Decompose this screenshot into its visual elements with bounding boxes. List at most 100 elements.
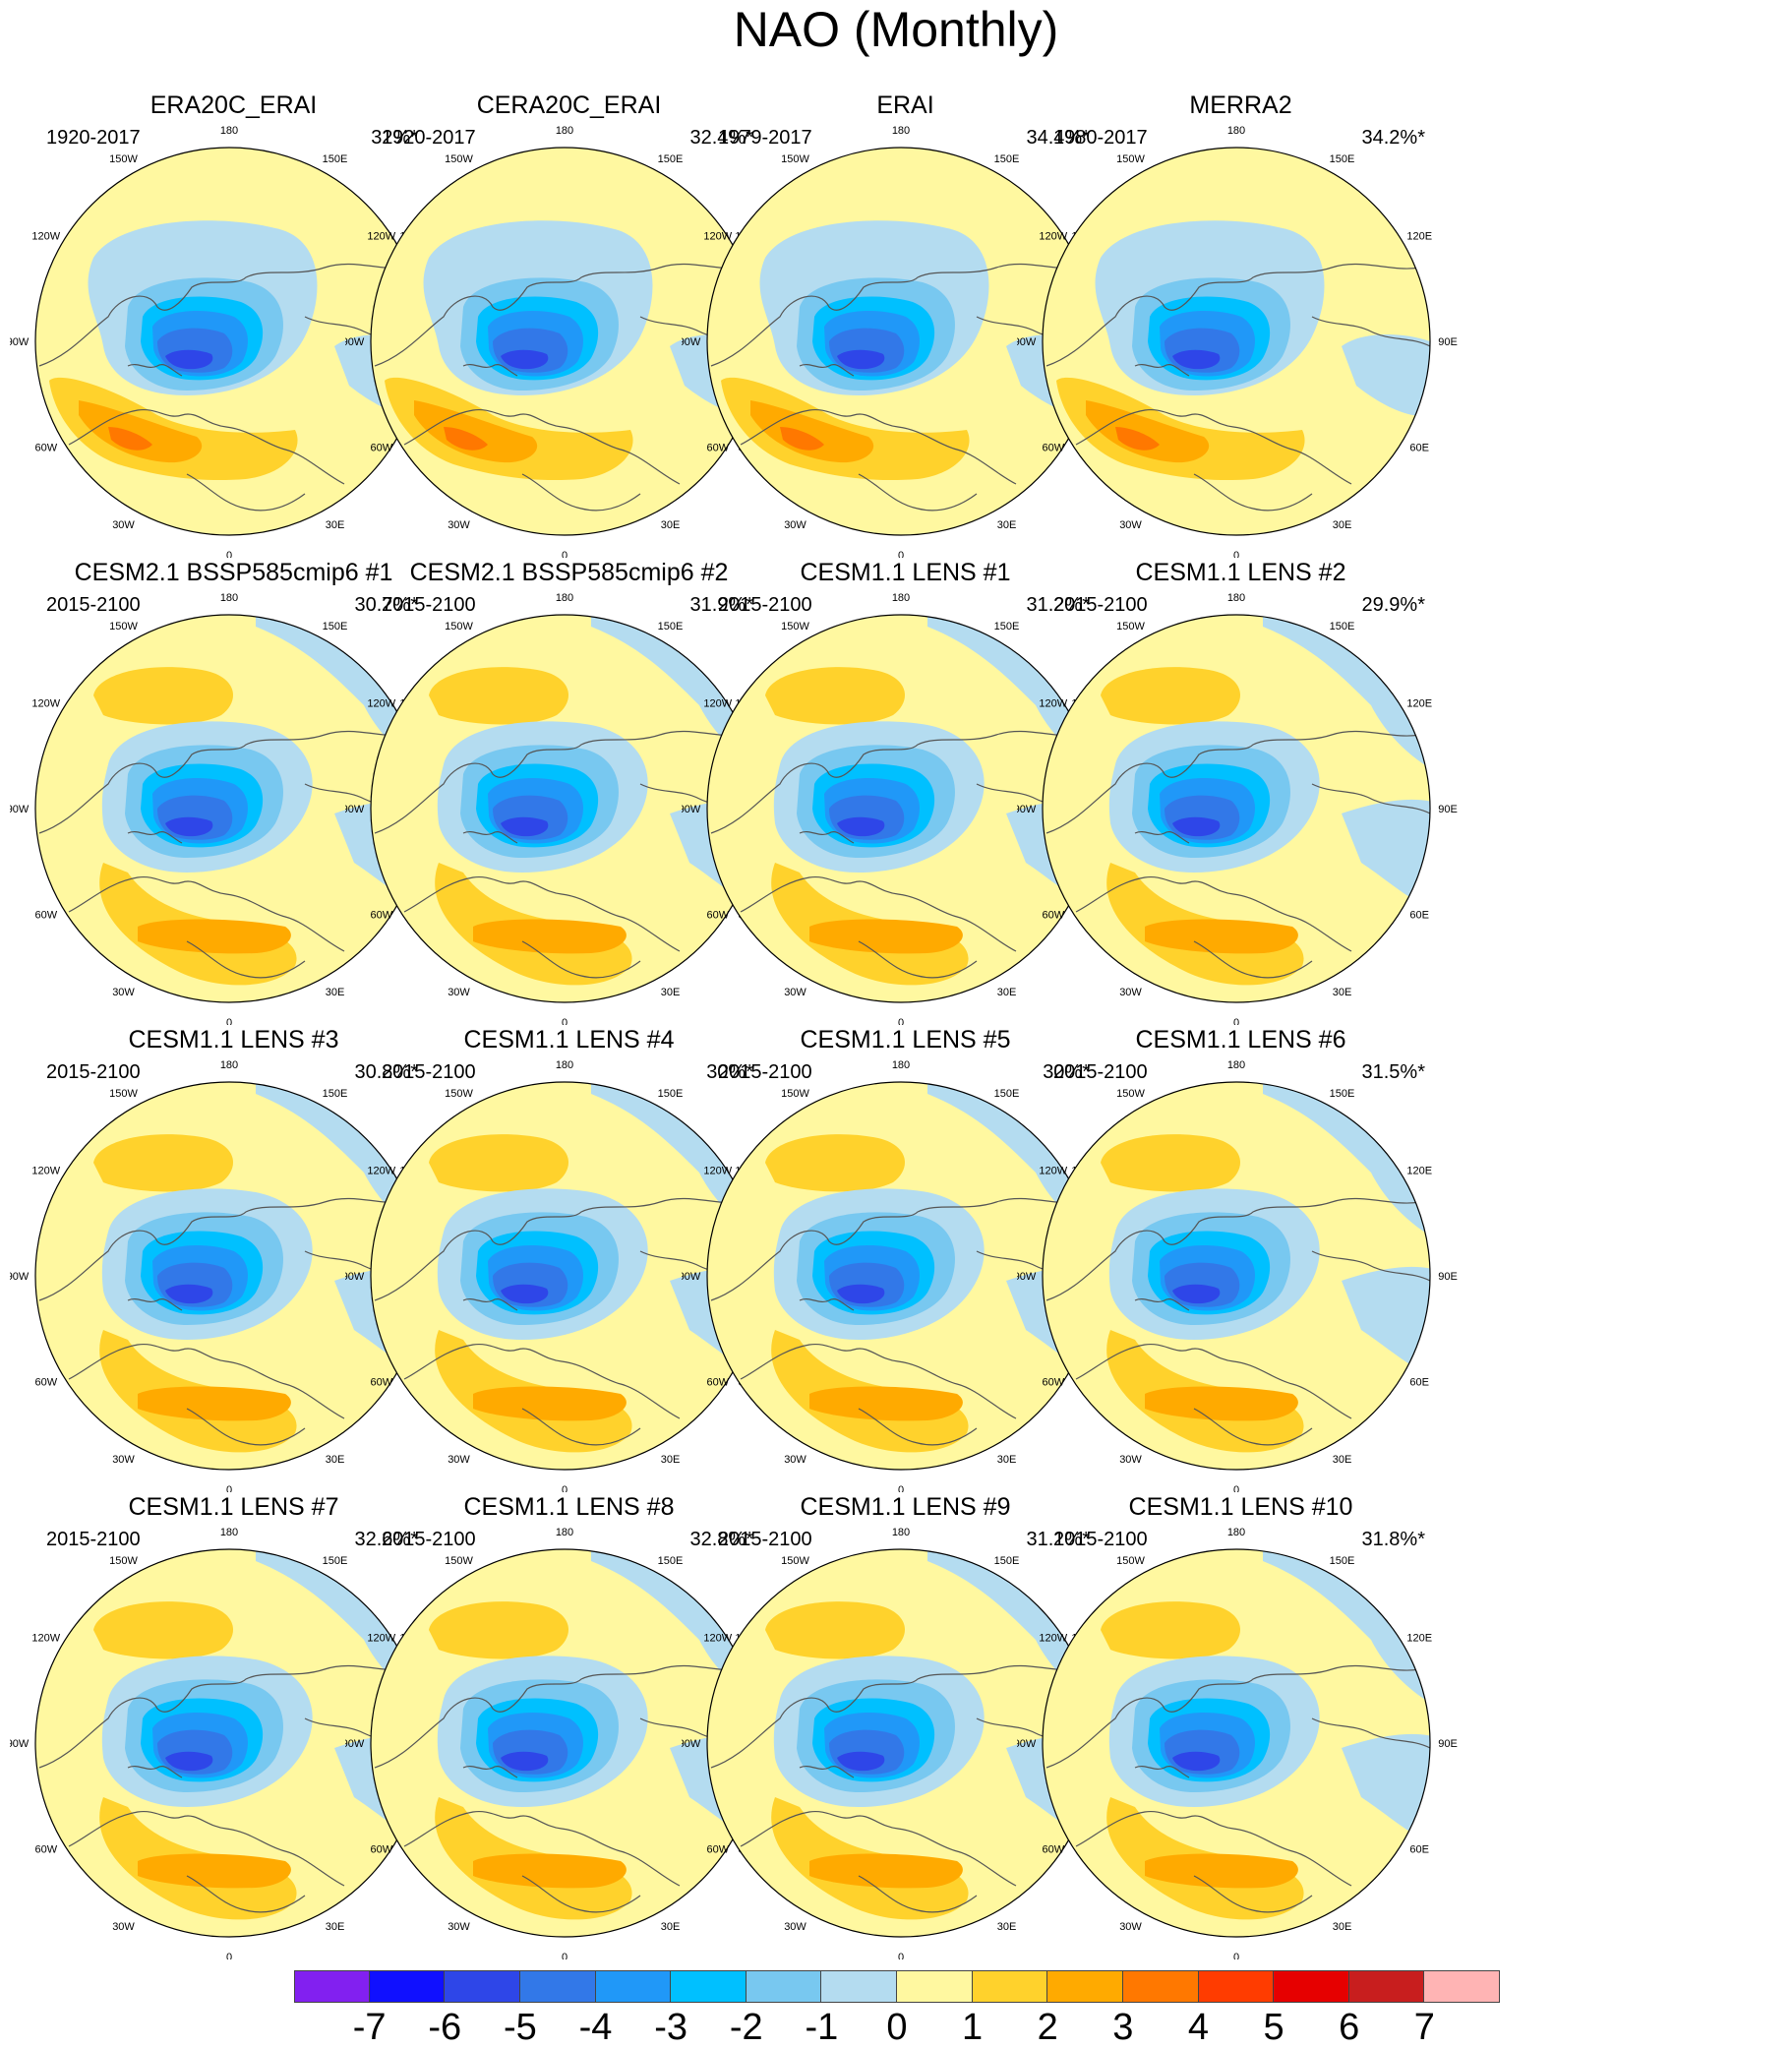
colorbar-swatch bbox=[972, 1970, 1048, 2003]
longitude-label: 60W bbox=[370, 910, 392, 922]
panel-variance-percent: 31.1%* bbox=[1026, 1529, 1091, 1550]
longitude-label: 60W bbox=[34, 1844, 57, 1856]
longitude-label: 60W bbox=[1042, 1844, 1064, 1856]
coastline bbox=[740, 1810, 1017, 1887]
longitude-label: 30E bbox=[661, 1921, 681, 1933]
coastline bbox=[1193, 1408, 1313, 1446]
longitude-label: 60W bbox=[370, 1844, 392, 1856]
longitude-label: 60W bbox=[34, 1377, 57, 1389]
longitude-label: 30E bbox=[1333, 519, 1352, 531]
longitude-label: 60W bbox=[34, 443, 57, 454]
field-contour bbox=[429, 667, 568, 725]
colorbar-tick-label: -3 bbox=[654, 2007, 688, 2048]
field-contour bbox=[501, 1751, 549, 1772]
coastline bbox=[521, 1408, 641, 1446]
longitude-label: 30W bbox=[1119, 1921, 1142, 1933]
polar-map: 180 150E 120E 90E 60E 30E 0 30W 60W 90W 120W 150W bbox=[1017, 592, 1458, 1025]
coastline bbox=[1134, 830, 1190, 844]
longitude-label: 150E bbox=[1330, 153, 1355, 165]
longitude-label: 90W bbox=[345, 1738, 365, 1750]
colorbar-swatch bbox=[897, 1970, 973, 2003]
longitude-label: 120E bbox=[1406, 1633, 1432, 1645]
field-contour bbox=[780, 427, 824, 451]
coastline bbox=[1311, 783, 1430, 814]
coastline bbox=[710, 1197, 1086, 1301]
longitude-label: 150W bbox=[781, 153, 809, 165]
field-contour bbox=[809, 1386, 963, 1421]
coastline bbox=[1045, 1664, 1421, 1769]
panel-period: 2015-2100 bbox=[1053, 1061, 1148, 1083]
colorbar-tick-label: -5 bbox=[503, 2007, 537, 2048]
longitude-label: 60W bbox=[706, 1844, 729, 1856]
colorbar-tick-label: 2 bbox=[1037, 2007, 1058, 2048]
longitude-label: 120W bbox=[367, 231, 395, 243]
longitude-label: 150W bbox=[1116, 1088, 1145, 1100]
coastline bbox=[1193, 1875, 1313, 1913]
longitude-label: 150W bbox=[1116, 153, 1145, 165]
colorbar-tick-label: 7 bbox=[1413, 2007, 1435, 2048]
colorbar-tick-label: 1 bbox=[962, 2007, 984, 2048]
longitude-label: 120W bbox=[1039, 231, 1067, 243]
field-contour bbox=[837, 816, 885, 837]
longitude-label: 150E bbox=[994, 1555, 1020, 1567]
longitude-label: 180 bbox=[1227, 1527, 1245, 1538]
field-contour bbox=[93, 1601, 233, 1659]
panel-title: ERAI bbox=[876, 91, 934, 119]
longitude-label: 30E bbox=[661, 987, 681, 998]
map-panel: CESM1.1 LENS #3 2015-2100 30.8%* 180 150E 120… bbox=[10, 1025, 457, 1492]
panel-period: 2015-2100 bbox=[382, 1529, 476, 1550]
coastline bbox=[710, 730, 1086, 834]
field-contour bbox=[138, 1853, 291, 1889]
longitude-label: 30E bbox=[661, 519, 681, 531]
longitude-label: 150W bbox=[781, 1555, 809, 1567]
map-panel: CESM1.1 LENS #10 2015-2100 31.8%* 180 150E 12… bbox=[1017, 1492, 1464, 1959]
longitude-label: 150W bbox=[109, 153, 138, 165]
longitude-label: 90W bbox=[1017, 1271, 1037, 1283]
field-contour bbox=[765, 1601, 905, 1659]
panel-period: 2015-2100 bbox=[382, 1061, 476, 1083]
coastline bbox=[374, 1197, 749, 1301]
coastline bbox=[710, 1664, 1086, 1769]
longitude-label: 30W bbox=[112, 1454, 135, 1466]
longitude-label: 180 bbox=[892, 1527, 910, 1538]
longitude-label: 150W bbox=[1116, 621, 1145, 632]
panel-period: 2015-2100 bbox=[1053, 594, 1148, 616]
longitude-label: 60W bbox=[706, 443, 729, 454]
panel-variance-percent: 30%* bbox=[1043, 1061, 1090, 1083]
field-contour bbox=[108, 427, 152, 451]
colorbar-swatch bbox=[1198, 1970, 1275, 2003]
coastline bbox=[68, 875, 345, 952]
longitude-label: 150E bbox=[994, 153, 1020, 165]
panel-title: CESM1.1 LENS #7 bbox=[128, 1493, 339, 1521]
longitude-label: 0 bbox=[1233, 550, 1239, 558]
longitude-label: 120W bbox=[703, 698, 732, 710]
longitude-label: 30W bbox=[1119, 987, 1142, 998]
longitude-label: 180 bbox=[892, 592, 910, 604]
longitude-label: 150E bbox=[323, 1555, 348, 1567]
longitude-label: 0 bbox=[898, 1484, 904, 1492]
longitude-label: 120W bbox=[703, 231, 732, 243]
panel-title: CESM1.1 LENS #4 bbox=[463, 1026, 675, 1054]
colorbar-swatch bbox=[1424, 1970, 1500, 2003]
longitude-label: 150E bbox=[323, 153, 348, 165]
colorbar-swatch bbox=[821, 1970, 897, 2003]
field-contour bbox=[837, 349, 885, 370]
longitude-label: 30W bbox=[112, 1921, 135, 1933]
longitude-label: 60W bbox=[1042, 443, 1064, 454]
field-contour bbox=[1145, 1386, 1298, 1421]
longitude-label: 120W bbox=[367, 1166, 395, 1177]
panel-title: CESM1.1 LENS #5 bbox=[800, 1026, 1011, 1054]
longitude-label: 0 bbox=[226, 1017, 232, 1025]
coastline bbox=[858, 940, 978, 979]
colorbar-swatch bbox=[519, 1970, 596, 2003]
longitude-label: 90W bbox=[682, 336, 701, 348]
colorbar-swatch bbox=[1274, 1970, 1349, 2003]
longitude-label: 120W bbox=[31, 1166, 60, 1177]
longitude-label: 0 bbox=[1233, 1952, 1239, 1959]
longitude-label: 120W bbox=[31, 1633, 60, 1645]
longitude-label: 90W bbox=[345, 1271, 365, 1283]
panel-period: 1920-2017 bbox=[382, 127, 476, 149]
field-contour bbox=[1101, 1601, 1240, 1659]
colorbar-tick-label: -1 bbox=[805, 2007, 839, 2048]
longitude-label: 30W bbox=[448, 987, 470, 998]
